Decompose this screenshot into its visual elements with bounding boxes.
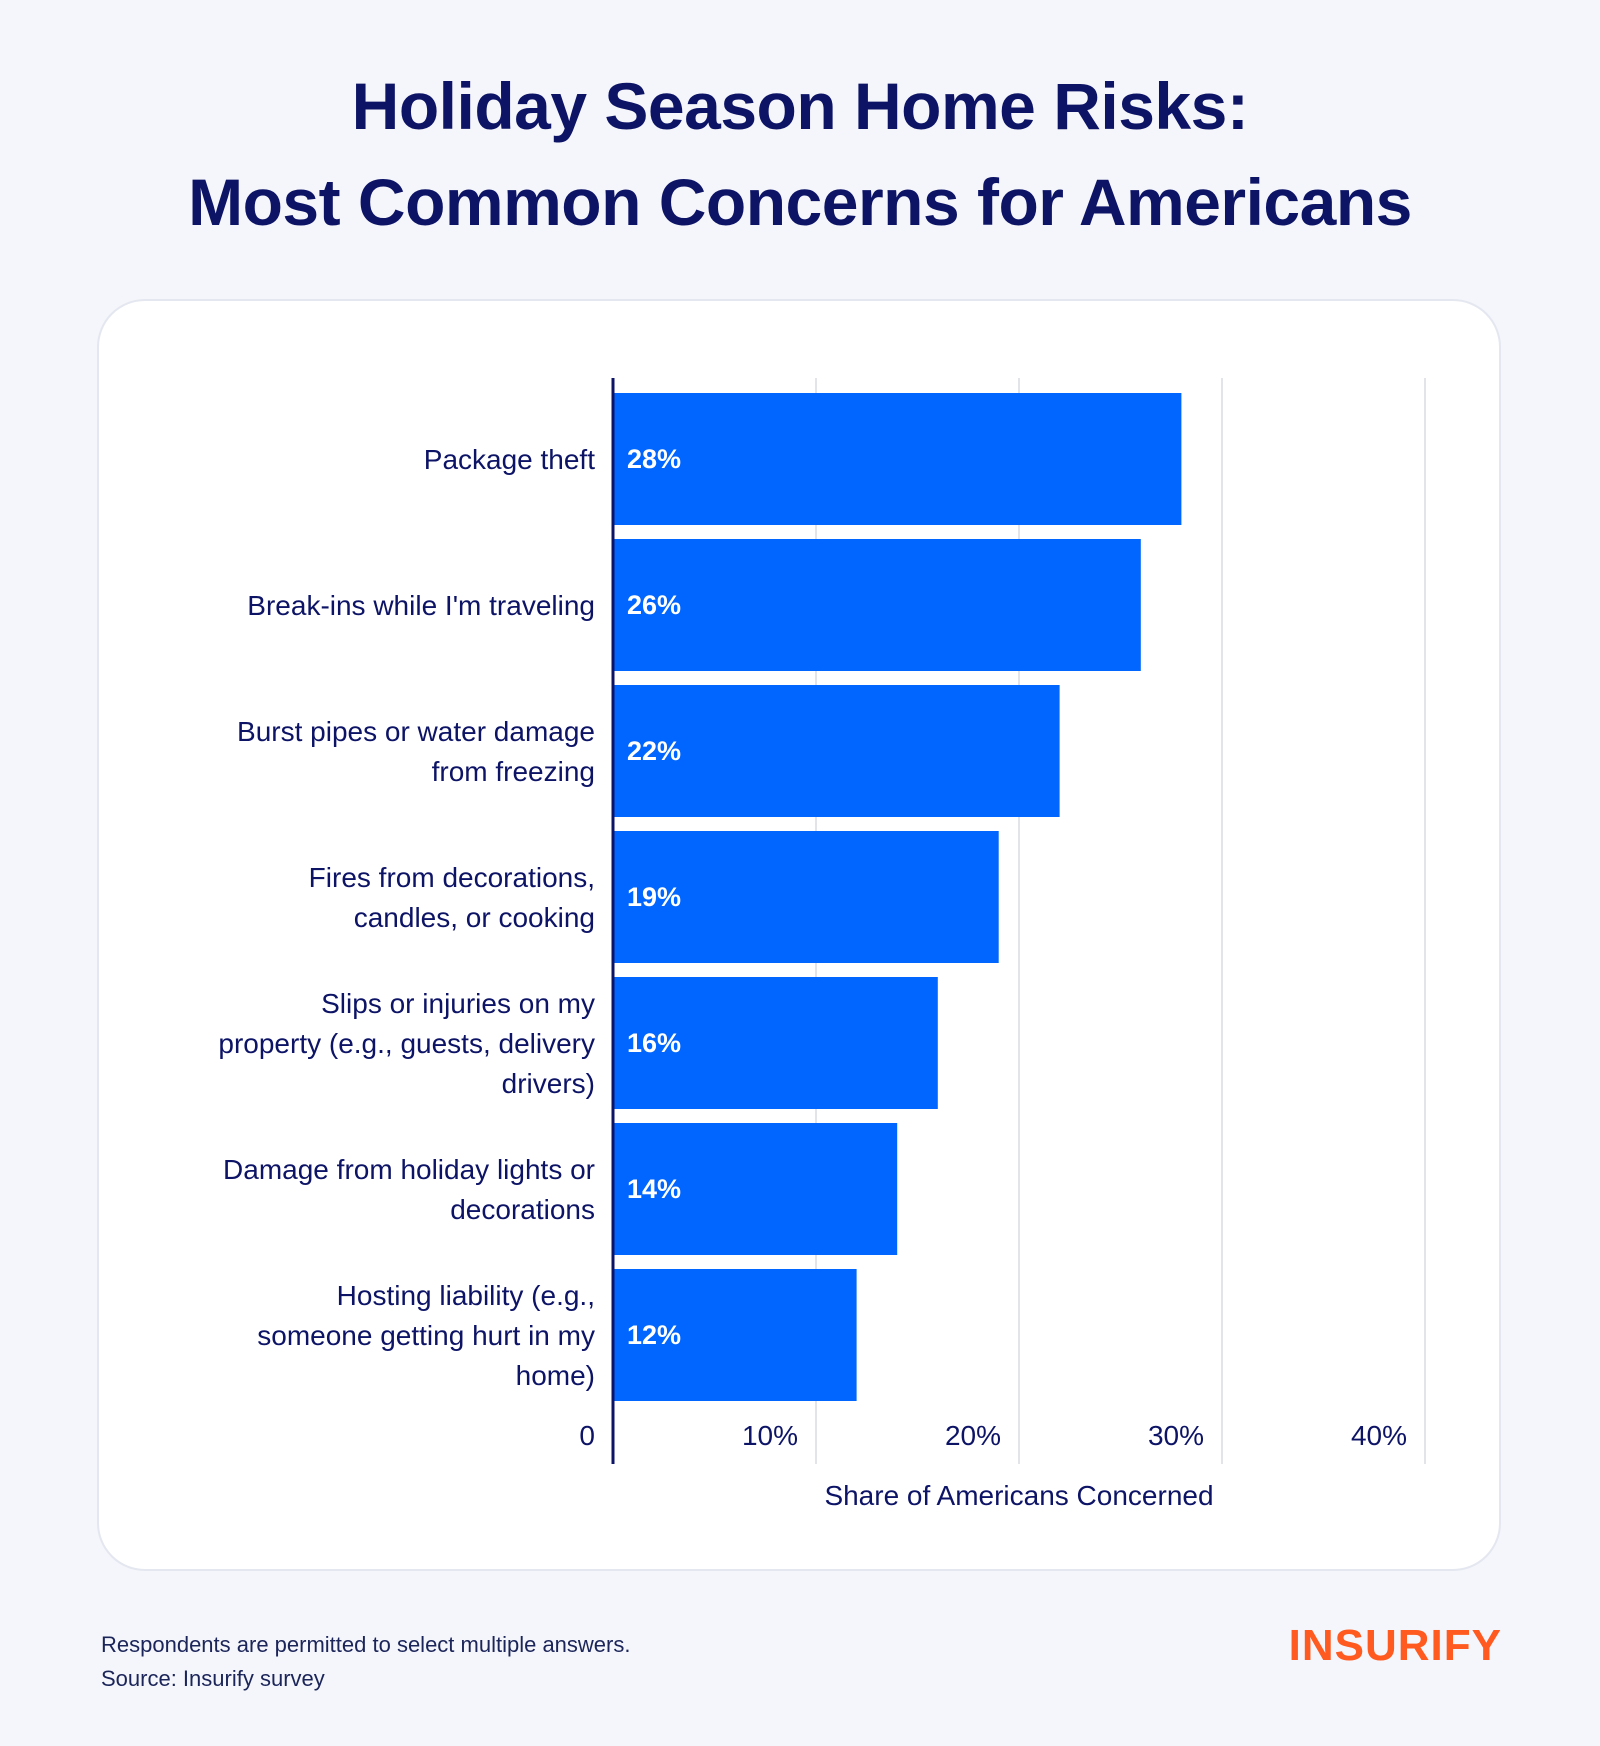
category-label-line: candles, or cooking [354, 902, 595, 933]
bar [613, 685, 1060, 817]
category-label-line: drivers) [502, 1068, 595, 1099]
category-label-line: home) [516, 1360, 595, 1391]
bar [613, 1269, 857, 1401]
bar-value-label: 16% [627, 1028, 681, 1058]
chart-title-line-1: Holiday Season Home Risks: [351, 69, 1249, 143]
category-label-line: Package theft [424, 444, 595, 475]
x-tick-label: 0 [579, 1420, 595, 1451]
category-label-line: Break-ins while I'm traveling [247, 590, 595, 621]
chart-title-line-2: Most Common Concerns for Americans [188, 165, 1412, 239]
category-label-line: Slips or injuries on my [321, 988, 595, 1019]
category-label: Damage from holiday lights or decorations [223, 1154, 595, 1225]
x-tick-label: 40% [1351, 1420, 1407, 1451]
bar [613, 1123, 898, 1255]
x-axis-title: Share of Americans Concerned [824, 1480, 1213, 1511]
category-label-line: from freezing [432, 756, 595, 787]
bar [613, 977, 938, 1109]
category-label-line: Hosting liability (e.g., [337, 1280, 595, 1311]
category-label: Break-ins while I'm traveling [247, 590, 595, 621]
x-tick-label: 20% [945, 1420, 1001, 1451]
bar-value-label: 22% [627, 736, 681, 766]
category-label: Slips or injuries on my property (e.g., g… [218, 988, 595, 1099]
category-label-line: someone getting hurt in my [257, 1320, 595, 1351]
bar [613, 393, 1182, 525]
category-label: Burst pipes or water damage from freezing [237, 716, 595, 787]
bar [613, 539, 1141, 671]
bar-value-label: 12% [627, 1320, 681, 1350]
category-label: Hosting liability (e.g., someone getting … [257, 1280, 595, 1391]
category-label-line: property (e.g., guests, delivery [218, 1028, 595, 1059]
x-tick-label: 30% [1148, 1420, 1204, 1451]
category-label: Package theft [424, 444, 595, 475]
bar-chart: 28% Package theft 26% Break-ins while I'm t… [218, 378, 1426, 1511]
bar-value-label: 28% [627, 444, 681, 474]
x-tick-label: 10% [742, 1420, 798, 1451]
category-label-line: Damage from holiday lights or [223, 1154, 595, 1185]
category-label: Fires from decorations, candles, or cooki… [309, 862, 595, 933]
insurify-logo: INSURIFY [1288, 1621, 1502, 1670]
category-label-line: decorations [450, 1194, 595, 1225]
bar-value-label: 26% [627, 590, 681, 620]
footnote-source: Source: Insurify survey [101, 1666, 325, 1691]
category-label-line: Burst pipes or water damage [237, 716, 595, 747]
bar-value-label: 19% [627, 882, 681, 912]
chart-title: Holiday Season Home Risks: Most Common C… [0, 58, 1600, 250]
bar-value-label: 14% [627, 1174, 681, 1204]
chart-card: 28% Package theft 26% Break-ins while I'm t… [97, 299, 1501, 1571]
footnote-note: Respondents are permitted to select mult… [101, 1632, 631, 1657]
footnote: Respondents are permitted to select mult… [101, 1628, 630, 1696]
bar [613, 831, 999, 963]
category-label-line: Fires from decorations, [309, 862, 595, 893]
